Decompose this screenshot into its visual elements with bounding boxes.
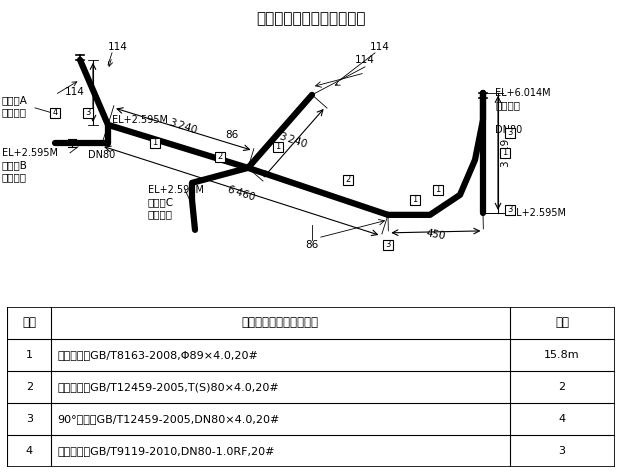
Text: 4: 4 [26,446,33,456]
Text: 90°弯头，GB/T12459-2005,DN80×4.0,20#: 90°弯头，GB/T12459-2005,DN80×4.0,20# [57,414,280,424]
Text: 3: 3 [508,205,513,214]
Bar [505,205,515,215]
Text: 出口冲洗: 出口冲洗 [2,107,27,117]
Text: 114: 114 [355,55,375,65]
Bar [273,142,283,152]
Text: 循环泵C: 循环泵C [148,197,174,207]
Text: 2: 2 [26,382,33,392]
Text: 3 419: 3 419 [501,139,511,167]
Text: 出口冲洗: 出口冲洗 [148,209,173,219]
Text: 2: 2 [345,176,351,185]
Text: EL+2.595M: EL+2.595M [112,115,168,125]
Text: 86: 86 [305,240,318,250]
Text: 1: 1 [152,138,157,147]
Text: DN80: DN80 [495,125,522,135]
Bar [150,138,160,148]
Text: 86: 86 [225,130,239,140]
Text: 4: 4 [559,414,565,424]
Bar [215,152,225,162]
Text: 循环泵A: 循环泵A [2,95,28,105]
Text: 循环泵出口工艺水冲洗管道: 循环泵出口工艺水冲洗管道 [256,11,366,26]
Text: 接自管廊: 接自管廊 [495,100,520,110]
Text: 114: 114 [65,87,85,97]
Text: 1: 1 [26,350,33,360]
Text: 出口冲洗: 出口冲洗 [2,172,27,182]
Text: 3: 3 [559,446,565,456]
Text: 4: 4 [52,109,58,118]
Text: 3: 3 [385,240,391,249]
Text: 等径三通，GB/T12459-2005,T(S)80×4.0,20#: 等径三通，GB/T12459-2005,T(S)80×4.0,20# [57,382,279,392]
Text: 3 240: 3 240 [169,117,198,135]
Bar [500,148,510,158]
Text: 2: 2 [559,382,565,392]
Text: 450: 450 [425,228,447,242]
Bar [433,185,443,195]
Text: 1: 1 [503,148,508,157]
Text: 114: 114 [108,42,128,52]
Bar [383,240,393,250]
Text: 6 460: 6 460 [226,185,256,203]
Text: 无缝钢管，GB/T8163-2008,Φ89×4.0,20#: 无缝钢管，GB/T8163-2008,Φ89×4.0,20# [57,350,258,360]
Text: 1: 1 [276,143,281,152]
Text: 名称、标准、型号、材质: 名称、标准、型号、材质 [242,316,319,329]
Text: 平焊法兰，GB/T9119-2010,DN80-1.0RF,20#: 平焊法兰，GB/T9119-2010,DN80-1.0RF,20# [57,446,275,456]
Text: EL+2.595M: EL+2.595M [510,208,566,218]
Text: 15.8m: 15.8m [544,350,580,360]
Text: 1: 1 [435,185,440,194]
Text: 2: 2 [217,152,223,161]
Text: EL+6.014M: EL+6.014M [495,88,550,98]
Text: 114: 114 [370,42,390,52]
Text: 3: 3 [508,128,513,137]
Text: 数量: 数量 [555,316,569,329]
Text: 3 240: 3 240 [279,131,309,149]
Text: DN80: DN80 [88,150,115,160]
Text: 3: 3 [85,109,91,118]
Text: 1: 1 [412,195,417,204]
Text: 3: 3 [26,414,33,424]
Text: 序号: 序号 [22,316,36,329]
Bar [410,195,420,205]
Bar [83,108,93,118]
Bar [50,108,60,118]
Text: EL+2.595M: EL+2.595M [2,148,58,158]
Bar [505,128,515,138]
Bar [343,175,353,185]
Text: EL+2.595M: EL+2.595M [148,185,204,195]
Text: 循环泵B: 循环泵B [2,160,28,170]
